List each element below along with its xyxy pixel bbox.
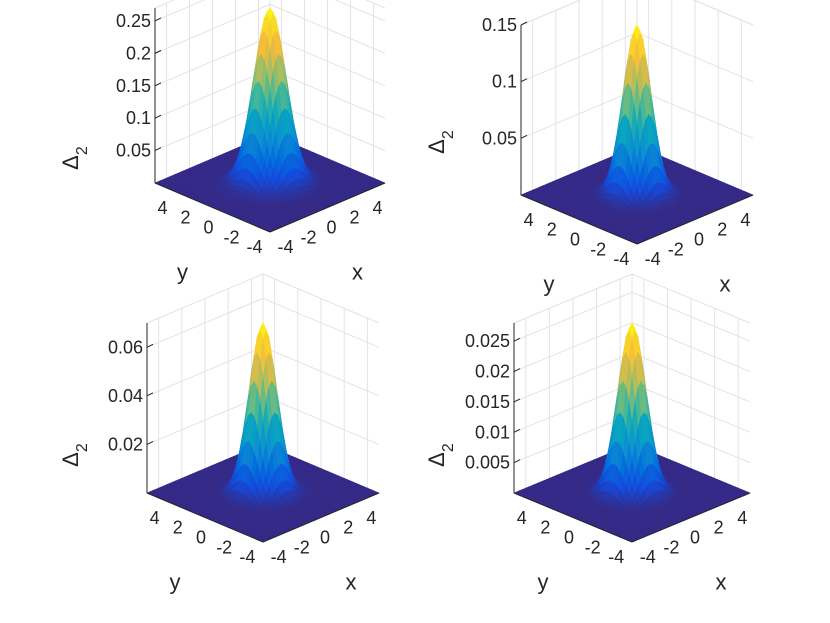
- x-axis-label: x: [720, 272, 731, 297]
- z-axis-label: Δ2: [58, 443, 91, 467]
- x-tick-label: 0: [694, 230, 704, 250]
- z-tick-label: 0.05: [116, 141, 151, 161]
- y-tick-label: -2: [590, 239, 606, 259]
- y-tick-label: 0: [570, 230, 580, 250]
- y-tick-label: -2: [216, 537, 232, 557]
- y-axis-label: y: [544, 272, 555, 297]
- z-tick: [154, 49, 162, 54]
- y-tick-label: 2: [547, 220, 557, 240]
- y-tick-label: -4: [613, 249, 629, 269]
- z-tick: [146, 343, 154, 348]
- y-axis-label: y: [170, 570, 181, 595]
- x-tick-label: 2: [717, 220, 727, 240]
- grid-line: [334, 0, 386, 22]
- z-tick-label: 0.06: [108, 337, 143, 357]
- x-axis-label: x: [352, 260, 363, 285]
- y-tick-label: 2: [173, 518, 183, 538]
- z-tick-label: 0.25: [116, 11, 151, 31]
- x-tick-label: -2: [668, 239, 684, 259]
- x-axis-label: x: [346, 570, 357, 595]
- z-tick: [146, 440, 154, 445]
- x-tick-label: 4: [366, 508, 376, 528]
- z-tick: [154, 114, 162, 119]
- z-tick-label: 0.2: [126, 43, 151, 63]
- z-tick: [520, 134, 528, 139]
- x-tick-label: 4: [740, 210, 750, 230]
- x-tick-label: 4: [372, 198, 382, 218]
- z-tick-label: 0.15: [116, 76, 151, 96]
- x-tick-label: -4: [271, 547, 287, 567]
- y-tick-label: 0: [196, 528, 206, 548]
- y-axis-label: y: [177, 260, 188, 285]
- x-tick-label: -2: [294, 537, 310, 557]
- z-tick: [154, 17, 162, 22]
- z-tick-label: 0.15: [482, 15, 517, 35]
- y-tick-label: 4: [150, 508, 160, 528]
- z-tick-label: 0.1: [492, 72, 517, 92]
- surface: [154, 7, 386, 233]
- z-tick: [520, 21, 528, 26]
- x-tick-label: -4: [277, 237, 293, 257]
- z-axis-label: Δ2: [424, 130, 457, 154]
- z-tick: [146, 392, 154, 397]
- y-tick-label: -4: [246, 237, 262, 257]
- z-tick-label: 0.02: [108, 434, 143, 454]
- z-axis-label: Δ2: [58, 146, 91, 170]
- z-tick: [154, 147, 162, 152]
- z-tick: [154, 82, 162, 87]
- y-tick-label: 4: [157, 198, 167, 218]
- x-tick-label: 0: [326, 218, 336, 238]
- y-tick-label: 2: [180, 208, 190, 228]
- x-tick-label: 2: [349, 208, 359, 228]
- y-tick-label: 4: [524, 210, 534, 230]
- y-tick-label: -2: [223, 227, 239, 247]
- z-tick-label: 0.1: [126, 108, 151, 128]
- x-tick-label: -4: [645, 249, 661, 269]
- z-tick-label: 0.05: [482, 128, 517, 148]
- y-tick-label: 0: [203, 218, 213, 238]
- z-tick: [520, 78, 528, 83]
- z-tick-label: 0.04: [108, 386, 143, 406]
- x-tick-label: 2: [343, 518, 353, 538]
- grid-line: [154, 0, 206, 22]
- y-tick-label: -4: [239, 547, 255, 567]
- x-tick-label: -2: [300, 227, 316, 247]
- x-tick-label: 0: [320, 528, 330, 548]
